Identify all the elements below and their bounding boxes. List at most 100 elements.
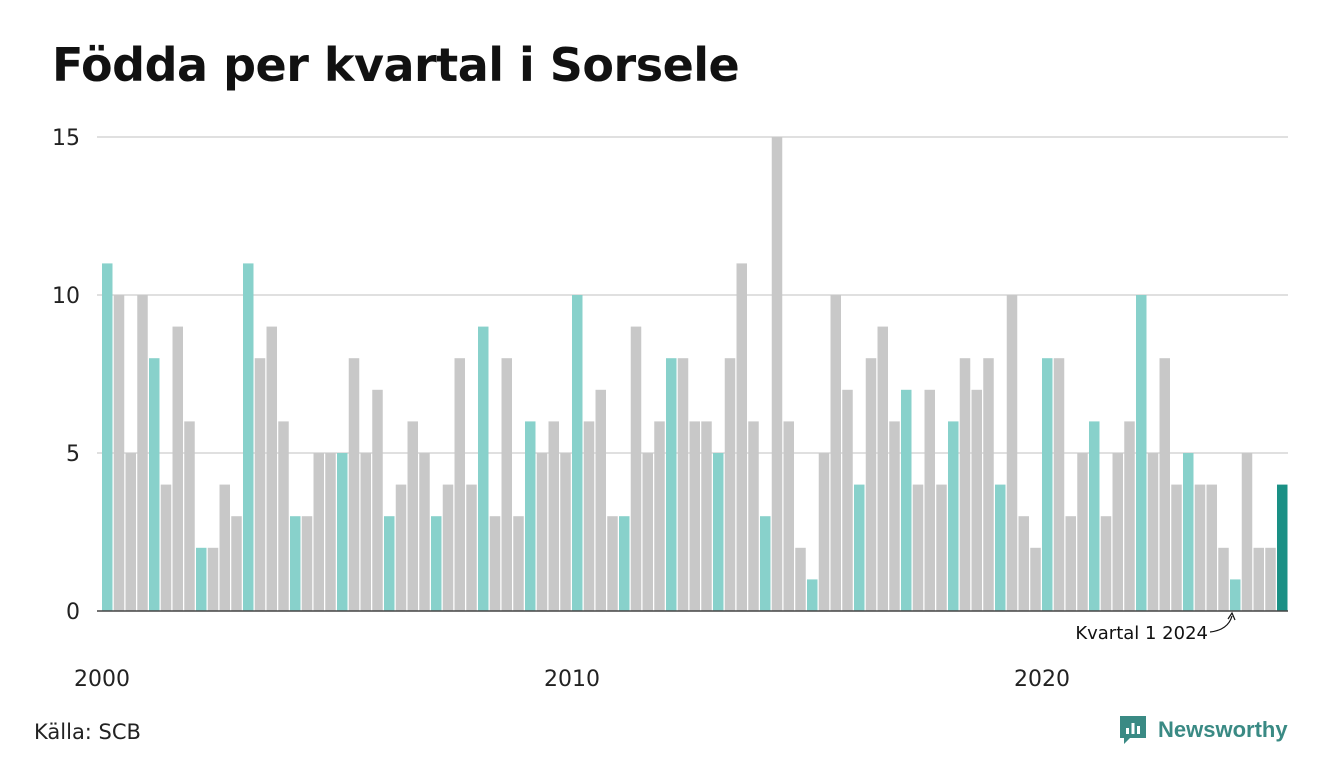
x-tick-label: 2010 (544, 667, 600, 692)
y-tick-label: 10 (52, 284, 80, 309)
bar (1277, 485, 1288, 611)
bar (1113, 453, 1124, 611)
bar (161, 485, 172, 611)
bar (713, 453, 724, 611)
y-tick-label: 0 (66, 600, 80, 625)
bar (490, 516, 501, 611)
bar (725, 358, 736, 611)
bar (1089, 421, 1100, 611)
bar (419, 453, 430, 611)
bar (784, 421, 795, 611)
bar (325, 453, 336, 611)
bar (678, 358, 689, 611)
bar (584, 421, 595, 611)
bar (866, 358, 877, 611)
bar (690, 421, 701, 611)
bar (995, 485, 1006, 611)
annotation-label: Kvartal 1 2024 (1075, 623, 1208, 644)
bar (267, 327, 278, 611)
bar (901, 390, 912, 611)
bar (1124, 421, 1135, 611)
bar (619, 516, 630, 611)
bar (337, 453, 348, 611)
bar-chart: 0 5 10 15 2000 2010 2020 Kvartal 1 2024 (0, 0, 1340, 700)
bar (384, 516, 395, 611)
bar (772, 137, 783, 611)
newsworthy-icon (1118, 714, 1148, 746)
bar (302, 516, 313, 611)
bar (1019, 516, 1030, 611)
bar (255, 358, 266, 611)
bar (936, 485, 947, 611)
bar (349, 358, 360, 611)
bar (372, 390, 383, 611)
bar (1030, 548, 1041, 611)
bar (220, 485, 231, 611)
bar (1230, 579, 1241, 611)
bar (231, 516, 242, 611)
bar (572, 295, 583, 611)
bar (1042, 358, 1053, 611)
bar (1101, 516, 1112, 611)
bar (455, 358, 466, 611)
bar (1066, 516, 1077, 611)
bar (1183, 453, 1194, 611)
bar (126, 453, 137, 611)
bar (748, 421, 759, 611)
bar (842, 390, 853, 611)
bar (1207, 485, 1218, 611)
bar (807, 579, 818, 611)
annotation: Kvartal 1 2024 (1075, 613, 1235, 644)
bar (960, 358, 971, 611)
bar (983, 358, 994, 611)
bar (149, 358, 160, 611)
bar (701, 421, 712, 611)
bar (878, 327, 889, 611)
bar (607, 516, 618, 611)
bar (1195, 485, 1206, 611)
bar (760, 516, 771, 611)
bar (502, 358, 513, 611)
bar (278, 421, 289, 611)
bar (1160, 358, 1171, 611)
x-tick-label: 2000 (74, 667, 130, 692)
bar (243, 263, 254, 611)
bar (560, 453, 571, 611)
brand-logo: Newsworthy (1118, 714, 1288, 746)
bar (525, 421, 536, 611)
bar (596, 390, 607, 611)
bar (1148, 453, 1159, 611)
bar (913, 485, 924, 611)
bar (396, 485, 407, 611)
bar (654, 421, 665, 611)
bar (478, 327, 489, 611)
x-tick-label: 2020 (1014, 667, 1070, 692)
bars (102, 137, 1288, 611)
bar (1171, 485, 1182, 611)
y-tick-label: 15 (52, 126, 80, 151)
bar (972, 390, 983, 611)
bar (854, 485, 865, 611)
bar (925, 390, 936, 611)
bar (173, 327, 184, 611)
bar (513, 516, 524, 611)
bar (643, 453, 654, 611)
bar (666, 358, 677, 611)
bar (408, 421, 419, 611)
bar (466, 485, 477, 611)
bar (102, 263, 113, 611)
bar (1265, 548, 1276, 611)
bar (537, 453, 548, 611)
bar (443, 485, 454, 611)
bar (1136, 295, 1147, 611)
bar (290, 516, 301, 611)
bar (431, 516, 442, 611)
bar (889, 421, 900, 611)
bar (184, 421, 195, 611)
bar (114, 295, 125, 611)
source-label: Källa: SCB (34, 720, 141, 744)
bar (549, 421, 560, 611)
bar (737, 263, 748, 611)
bar (1242, 453, 1253, 611)
brand-name: Newsworthy (1158, 717, 1288, 743)
